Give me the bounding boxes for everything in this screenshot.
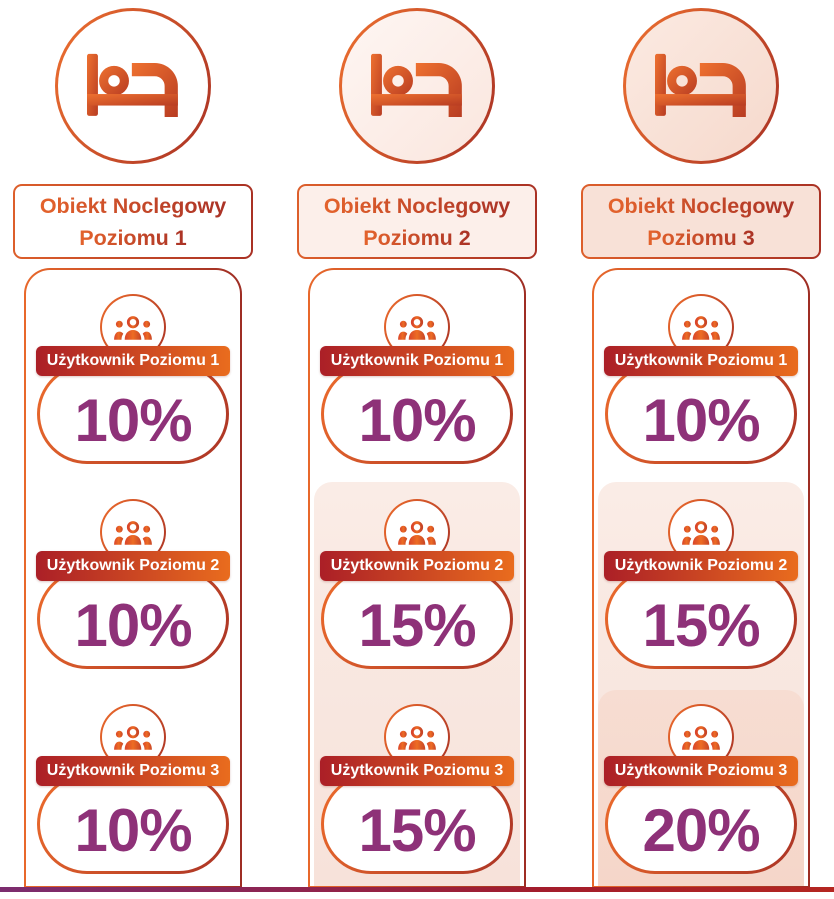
user-level-badge: Użytkownik Poziomu 2 bbox=[319, 551, 515, 581]
user-level-row: Użytkownik Poziomu 1 10% bbox=[594, 294, 808, 464]
discount-value: 10% bbox=[321, 364, 513, 464]
header-line1: Obiekt Noclegowy bbox=[608, 190, 794, 222]
group-icon bbox=[397, 725, 437, 752]
group-icon bbox=[681, 520, 721, 547]
user-level-row: Użytkownik Poziomu 3 15% bbox=[310, 704, 524, 874]
discount-value: 10% bbox=[37, 569, 229, 669]
user-level-badge: Użytkownik Poziomu 2 bbox=[603, 551, 799, 581]
user-level-row: Użytkownik Poziomu 3 10% bbox=[26, 704, 240, 874]
header-line2: Poziomu 2 bbox=[363, 222, 471, 254]
accommodation-column-1: Obiekt Noclegowy Poziomu 1 Użytkownik Po… bbox=[13, 0, 253, 888]
discount-value: 10% bbox=[37, 774, 229, 874]
bottom-divider-line bbox=[0, 887, 834, 892]
user-level-row: Użytkownik Poziomu 1 10% bbox=[26, 294, 240, 464]
discount-value: 15% bbox=[321, 569, 513, 669]
accommodation-column-2: Obiekt Noclegowy Poziomu 2 Użytkownik Po… bbox=[297, 0, 537, 888]
user-level-row: Użytkownik Poziomu 2 15% bbox=[594, 499, 808, 669]
user-level-row: Użytkownik Poziomu 2 15% bbox=[310, 499, 524, 669]
group-icon bbox=[113, 725, 153, 752]
user-levels-container: Użytkownik Poziomu 1 10% Użytkownik Pozi… bbox=[308, 268, 526, 888]
group-icon bbox=[113, 520, 153, 547]
accommodation-circle bbox=[55, 8, 211, 164]
group-icon bbox=[681, 725, 721, 752]
user-level-badge: Użytkownik Poziomu 3 bbox=[319, 756, 515, 786]
group-icon bbox=[397, 520, 437, 547]
user-level-badge: Użytkownik Poziomu 3 bbox=[35, 756, 231, 786]
discount-value: 20% bbox=[605, 774, 797, 874]
bed-icon bbox=[655, 53, 747, 119]
group-icon bbox=[113, 315, 153, 342]
user-level-badge: Użytkownik Poziomu 1 bbox=[603, 346, 799, 376]
accommodation-column-3: Obiekt Noclegowy Poziomu 3 Użytkownik Po… bbox=[581, 0, 821, 888]
user-level-badge: Użytkownik Poziomu 3 bbox=[603, 756, 799, 786]
discount-value: 15% bbox=[605, 569, 797, 669]
header-line1: Obiekt Noclegowy bbox=[40, 190, 226, 222]
user-level-badge: Użytkownik Poziomu 2 bbox=[35, 551, 231, 581]
discount-value: 10% bbox=[37, 364, 229, 464]
accommodation-header: Obiekt Noclegowy Poziomu 1 bbox=[13, 184, 253, 259]
accommodation-circle bbox=[339, 8, 495, 164]
accommodation-header: Obiekt Noclegowy Poziomu 3 bbox=[581, 184, 821, 259]
bed-icon bbox=[371, 53, 463, 119]
header-line1: Obiekt Noclegowy bbox=[324, 190, 510, 222]
user-level-badge: Użytkownik Poziomu 1 bbox=[319, 346, 515, 376]
user-levels-container: Użytkownik Poziomu 1 10% Użytkownik Pozi… bbox=[24, 268, 242, 888]
discount-value: 10% bbox=[605, 364, 797, 464]
discount-value: 15% bbox=[321, 774, 513, 874]
group-icon bbox=[681, 315, 721, 342]
user-level-row: Użytkownik Poziomu 2 10% bbox=[26, 499, 240, 669]
user-level-badge: Użytkownik Poziomu 1 bbox=[35, 346, 231, 376]
accommodation-circle bbox=[623, 8, 779, 164]
user-level-row: Użytkownik Poziomu 3 20% bbox=[594, 704, 808, 874]
user-levels-container: Użytkownik Poziomu 1 10% Użytkownik Pozi… bbox=[592, 268, 810, 888]
accommodation-header: Obiekt Noclegowy Poziomu 2 bbox=[297, 184, 537, 259]
group-icon bbox=[397, 315, 437, 342]
header-line2: Poziomu 1 bbox=[79, 222, 187, 254]
bed-icon bbox=[87, 53, 179, 119]
header-line2: Poziomu 3 bbox=[647, 222, 755, 254]
user-level-row: Użytkownik Poziomu 1 10% bbox=[310, 294, 524, 464]
